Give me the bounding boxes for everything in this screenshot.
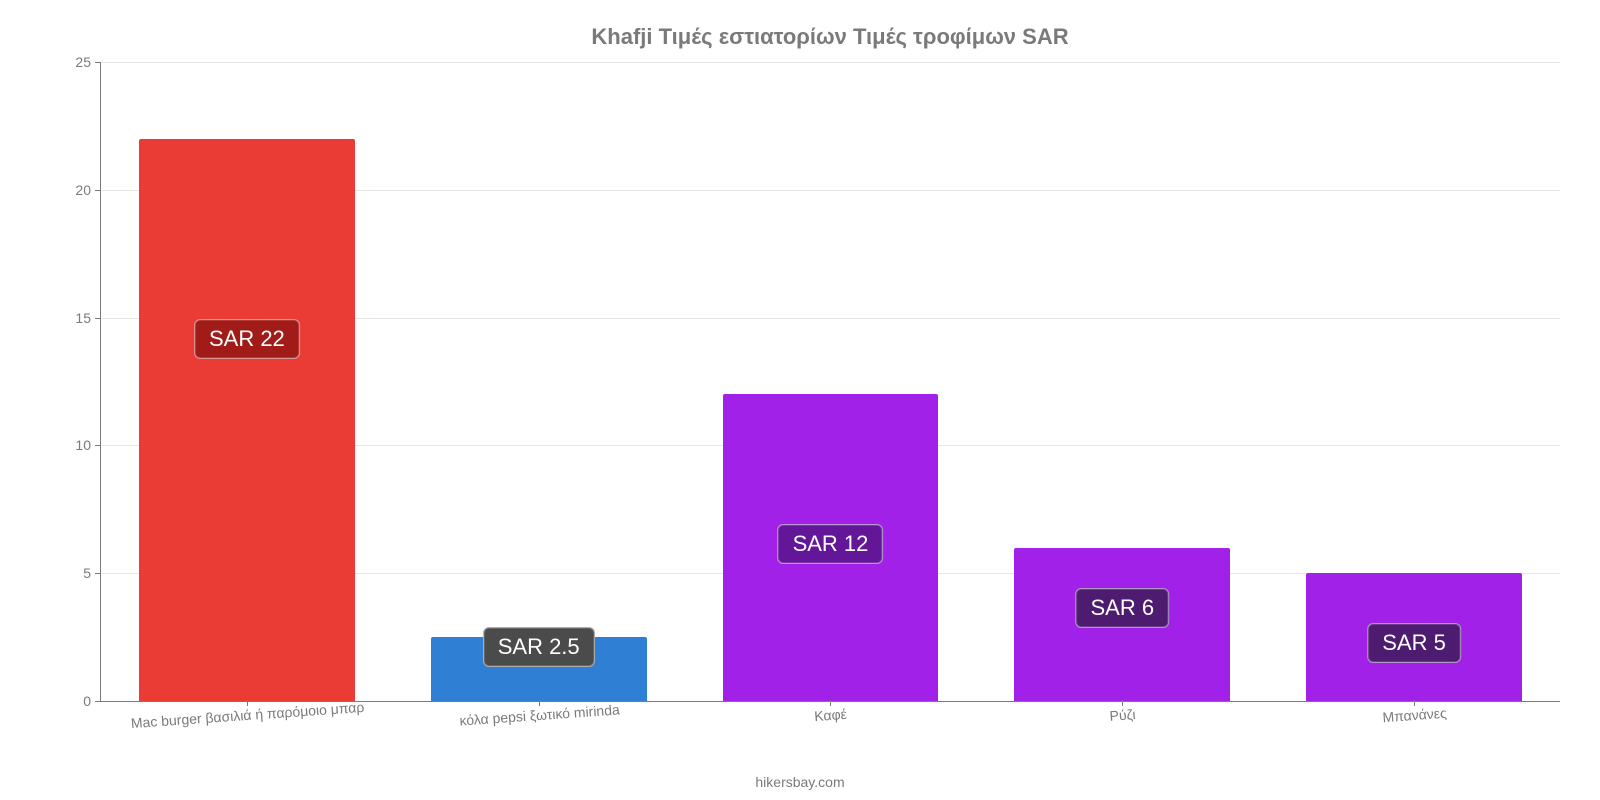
bar: SAR 6 <box>1014 548 1230 701</box>
bar-slot: SAR 12 <box>685 62 977 701</box>
xtick-mark <box>1122 700 1123 706</box>
ytick-label: 10 <box>75 437 91 453</box>
xtick-mark <box>830 700 831 706</box>
ytick-label: 0 <box>83 693 91 709</box>
chart-container: Khafji Τιμές εστιατορίων Τιμές τροφίμων … <box>0 0 1600 800</box>
attribution-text: hikersbay.com <box>755 774 844 790</box>
value-badge: SAR 2.5 <box>483 627 595 667</box>
x-label-slot: Μπανάνες <box>1268 701 1560 741</box>
x-axis-label: Καφέ <box>814 706 848 724</box>
x-axis-label: Ρύζι <box>1109 706 1136 724</box>
bar-slot: SAR 2.5 <box>393 62 685 701</box>
xtick-mark <box>1414 700 1415 706</box>
ytick-label: 5 <box>83 565 91 581</box>
bars-group: SAR 22 SAR 2.5 SAR 12 SAR 6 SAR 5 <box>101 62 1560 701</box>
x-label-slot: Mac burger βασιλιά ή παρόμοιο μπαρ <box>101 701 393 741</box>
plot-area: 0510152025 SAR 22SAR 2.5SAR 12SAR 6SAR 5… <box>100 62 1560 702</box>
bar: SAR 5 <box>1306 573 1522 701</box>
bar: SAR 22 <box>139 139 355 701</box>
xtick-mark <box>539 700 540 706</box>
ytick-label: 25 <box>75 54 91 70</box>
value-badge: SAR 5 <box>1367 623 1461 663</box>
bar-slot: SAR 5 <box>1268 62 1560 701</box>
ytick-label: 20 <box>75 182 91 198</box>
x-label-slot: Καφέ <box>685 701 977 741</box>
value-badge: SAR 22 <box>194 319 300 359</box>
chart-title: Khafji Τιμές εστιατορίων Τιμές τροφίμων … <box>100 24 1560 50</box>
x-axis-label: Μπανάνες <box>1382 705 1447 725</box>
x-label-slot: Ρύζι <box>976 701 1268 741</box>
value-badge: SAR 6 <box>1075 588 1169 628</box>
xtick-mark <box>247 700 248 706</box>
x-axis-labels: Mac burger βασιλιά ή παρόμοιο μπαρκόλα p… <box>101 701 1560 741</box>
bar-slot: SAR 22 <box>101 62 393 701</box>
value-badge: SAR 12 <box>778 524 884 564</box>
x-label-slot: κόλα pepsi ξωτικό mirinda <box>393 701 685 741</box>
bar: SAR 2.5 <box>431 637 647 701</box>
bar-slot: SAR 6 <box>976 62 1268 701</box>
ytick-label: 15 <box>75 310 91 326</box>
bar: SAR 12 <box>723 394 939 701</box>
